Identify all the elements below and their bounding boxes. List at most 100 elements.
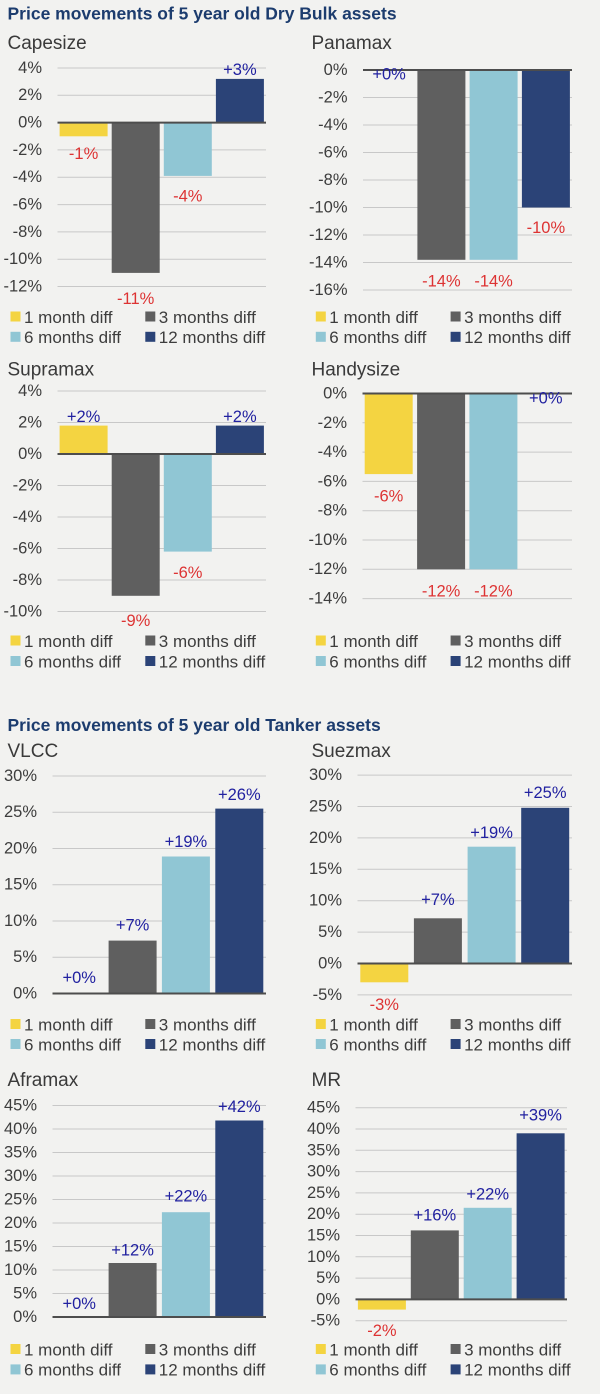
svg-text:20%: 20%	[309, 829, 342, 847]
svg-text:30%: 30%	[4, 767, 37, 785]
svg-text:-8%: -8%	[318, 502, 348, 520]
svg-text:12 months diff: 12 months diff	[464, 328, 571, 347]
svg-text:-6%: -6%	[13, 540, 43, 558]
svg-text:1 month diff: 1 month diff	[24, 1340, 113, 1359]
svg-text:-4%: -4%	[13, 168, 43, 186]
svg-text:0%: 0%	[323, 384, 347, 402]
svg-text:-2%: -2%	[13, 141, 43, 159]
svg-text:Capesize: Capesize	[8, 33, 87, 54]
svg-text:25%: 25%	[4, 803, 37, 821]
svg-text:15%: 15%	[4, 1238, 37, 1256]
svg-text:5%: 5%	[13, 1285, 37, 1303]
svg-text:15%: 15%	[309, 860, 342, 878]
svg-text:+12%: +12%	[111, 1241, 154, 1259]
svg-text:+39%: +39%	[519, 1107, 562, 1125]
svg-text:25%: 25%	[307, 1184, 340, 1202]
svg-text:+22%: +22%	[466, 1185, 509, 1203]
svg-text:20%: 20%	[4, 1214, 37, 1232]
svg-text:-12%: -12%	[309, 226, 348, 244]
svg-text:0%: 0%	[318, 955, 342, 973]
svg-text:+16%: +16%	[413, 1206, 456, 1224]
svg-text:-10%: -10%	[527, 219, 566, 237]
svg-text:3 months diff: 3 months diff	[464, 1015, 561, 1034]
svg-text:3 months diff: 3 months diff	[159, 308, 256, 327]
svg-text:1 month diff: 1 month diff	[329, 1340, 418, 1359]
svg-text:-8%: -8%	[13, 223, 43, 241]
svg-text:-12%: -12%	[308, 560, 347, 578]
svg-text:6 months diff: 6 months diff	[329, 652, 426, 671]
svg-text:-1%: -1%	[69, 145, 99, 163]
svg-text:+0%: +0%	[62, 969, 96, 987]
svg-text:-3%: -3%	[370, 996, 400, 1014]
svg-text:Suezmax: Suezmax	[312, 741, 392, 762]
svg-text:Handysize: Handysize	[312, 360, 401, 381]
svg-text:+2%: +2%	[223, 408, 257, 426]
svg-text:0%: 0%	[18, 445, 42, 463]
svg-text:Price movements of 5 year old: Price movements of 5 year old Tanker ass…	[8, 715, 381, 735]
svg-text:Aframax: Aframax	[8, 1070, 79, 1091]
svg-text:-14%: -14%	[309, 253, 348, 271]
svg-text:6 months diff: 6 months diff	[24, 652, 121, 671]
svg-text:+26%: +26%	[218, 786, 261, 804]
svg-text:-6%: -6%	[173, 564, 203, 582]
svg-text:0%: 0%	[316, 1290, 340, 1308]
svg-text:+3%: +3%	[223, 61, 257, 79]
svg-text:-14%: -14%	[474, 272, 513, 290]
svg-text:3 months diff: 3 months diff	[464, 308, 561, 327]
svg-text:-12%: -12%	[474, 582, 513, 600]
svg-text:12 months diff: 12 months diff	[159, 328, 266, 347]
svg-text:40%: 40%	[4, 1120, 37, 1138]
svg-text:3 months diff: 3 months diff	[159, 1015, 256, 1034]
svg-text:4%: 4%	[18, 382, 42, 400]
svg-text:+0%: +0%	[372, 65, 406, 83]
svg-text:3 months diff: 3 months diff	[464, 632, 561, 651]
svg-text:30%: 30%	[309, 766, 342, 784]
svg-text:+0%: +0%	[62, 1295, 96, 1313]
svg-text:0%: 0%	[13, 1308, 37, 1326]
svg-text:-5%: -5%	[311, 1312, 341, 1330]
svg-text:+7%: +7%	[421, 891, 455, 909]
svg-text:2%: 2%	[18, 86, 42, 104]
svg-text:35%: 35%	[307, 1141, 340, 1159]
svg-text:1 month diff: 1 month diff	[329, 308, 418, 327]
svg-text:-8%: -8%	[13, 571, 43, 589]
svg-text:25%: 25%	[309, 798, 342, 816]
svg-text:-4%: -4%	[318, 116, 348, 134]
svg-text:+7%: +7%	[116, 916, 150, 934]
svg-text:+19%: +19%	[165, 833, 208, 851]
svg-text:-12%: -12%	[422, 582, 461, 600]
svg-text:2%: 2%	[18, 413, 42, 431]
svg-text:-2%: -2%	[318, 414, 348, 432]
svg-text:5%: 5%	[318, 923, 342, 941]
svg-text:10%: 10%	[4, 912, 37, 930]
svg-text:-11%: -11%	[117, 290, 155, 308]
svg-text:6 months diff: 6 months diff	[329, 1035, 426, 1054]
svg-text:12 months diff: 12 months diff	[159, 1035, 266, 1054]
svg-text:-2%: -2%	[13, 476, 43, 494]
svg-text:-10%: -10%	[308, 531, 347, 549]
svg-text:30%: 30%	[307, 1163, 340, 1181]
svg-text:-6%: -6%	[318, 472, 348, 490]
svg-text:3 months diff: 3 months diff	[464, 1340, 561, 1359]
svg-text:6 months diff: 6 months diff	[24, 328, 121, 347]
svg-text:12 months diff: 12 months diff	[159, 1361, 266, 1380]
svg-text:VLCC: VLCC	[8, 741, 59, 762]
svg-text:Supramax: Supramax	[8, 360, 95, 381]
svg-text:-10%: -10%	[3, 250, 42, 268]
svg-text:0%: 0%	[18, 114, 42, 132]
svg-text:15%: 15%	[307, 1227, 340, 1245]
svg-text:+25%: +25%	[524, 784, 567, 802]
svg-text:+22%: +22%	[165, 1187, 208, 1205]
svg-text:+19%: +19%	[470, 824, 513, 842]
svg-text:-4%: -4%	[13, 508, 43, 526]
svg-text:-16%: -16%	[309, 281, 348, 299]
svg-text:12 months diff: 12 months diff	[159, 652, 266, 671]
svg-text:12 months diff: 12 months diff	[464, 1035, 571, 1054]
svg-text:45%: 45%	[307, 1099, 340, 1117]
svg-text:-4%: -4%	[318, 443, 348, 461]
svg-text:1 month diff: 1 month diff	[24, 632, 113, 651]
svg-text:6 months diff: 6 months diff	[24, 1035, 121, 1054]
svg-text:-12%: -12%	[3, 278, 42, 296]
svg-text:-4%: -4%	[173, 187, 203, 205]
svg-text:Price movements of 5 year old: Price movements of 5 year old Dry Bulk a…	[8, 4, 397, 24]
